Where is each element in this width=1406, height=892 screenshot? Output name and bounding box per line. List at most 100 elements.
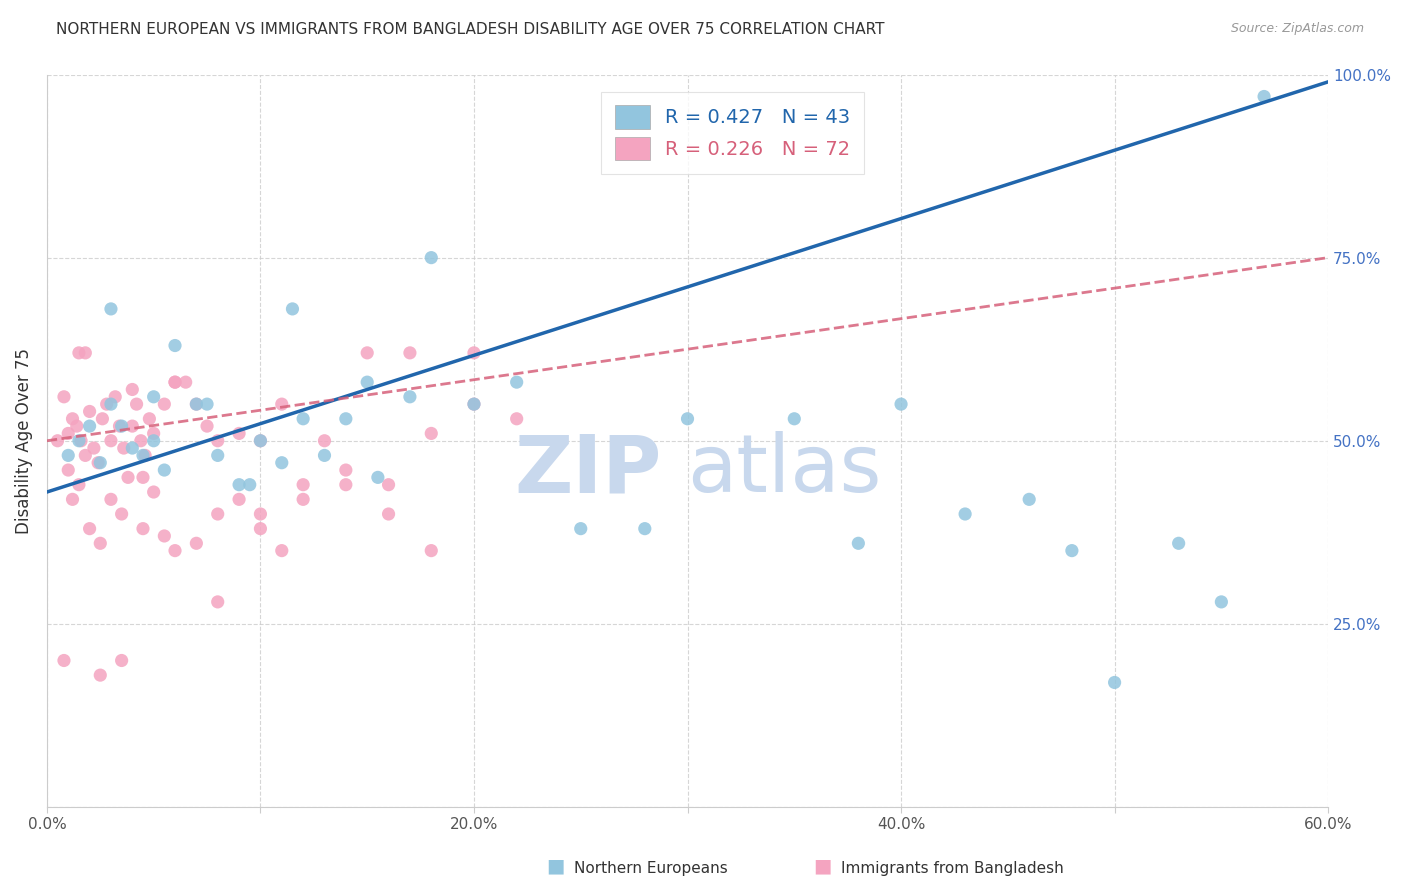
Text: atlas: atlas: [688, 431, 882, 509]
Point: [249, 507, 271, 521]
Point: [121, 419, 143, 434]
Point: [292, 492, 315, 507]
Legend: R = 0.427   N = 43, R = 0.226   N = 72: R = 0.427 N = 43, R = 0.226 N = 72: [600, 92, 863, 174]
Point: [335, 477, 357, 491]
Point: [52, 390, 75, 404]
Point: [163, 375, 186, 389]
Point: [174, 375, 197, 389]
Point: [420, 426, 443, 441]
Point: [132, 449, 155, 463]
Point: [292, 411, 315, 425]
Point: [163, 338, 186, 352]
Point: [62, 411, 84, 425]
Point: [75, 346, 97, 360]
Point: [62, 492, 84, 507]
Point: [1253, 89, 1275, 103]
Point: [91, 411, 114, 425]
Text: ■: ■: [546, 857, 565, 876]
Point: [249, 522, 271, 536]
Text: ■: ■: [813, 857, 832, 876]
Point: [314, 434, 336, 448]
Point: [129, 434, 152, 448]
Point: [58, 449, 80, 463]
Point: [142, 426, 165, 441]
Point: [890, 397, 912, 411]
Point: [228, 477, 250, 491]
Point: [138, 411, 160, 425]
Point: [270, 397, 292, 411]
Point: [111, 653, 134, 667]
Point: [270, 456, 292, 470]
Point: [314, 449, 336, 463]
Point: [377, 507, 399, 521]
Point: [195, 419, 218, 434]
Y-axis label: Disability Age Over 75: Disability Age Over 75: [15, 348, 32, 533]
Text: Northern Europeans: Northern Europeans: [574, 861, 727, 876]
Point: [79, 404, 101, 418]
Point: [100, 397, 122, 411]
Point: [66, 419, 89, 434]
Point: [142, 485, 165, 500]
Point: [125, 397, 148, 411]
Point: [1211, 595, 1233, 609]
Point: [121, 441, 143, 455]
Point: [89, 536, 111, 550]
Point: [89, 456, 111, 470]
Point: [505, 375, 527, 389]
Point: [67, 477, 90, 491]
Point: [67, 346, 90, 360]
Point: [207, 434, 229, 448]
Text: NORTHERN EUROPEAN VS IMMIGRANTS FROM BANGLADESH DISABILITY AGE OVER 75 CORRELATI: NORTHERN EUROPEAN VS IMMIGRANTS FROM BAN…: [56, 22, 884, 37]
Point: [104, 390, 127, 404]
Point: [112, 441, 135, 455]
Point: [1167, 536, 1189, 550]
Point: [83, 441, 105, 455]
Point: [953, 507, 976, 521]
Point: [207, 449, 229, 463]
Point: [58, 426, 80, 441]
Point: [153, 463, 176, 477]
Point: [1018, 492, 1040, 507]
Point: [153, 529, 176, 543]
Point: [463, 346, 485, 360]
Point: [186, 536, 208, 550]
Point: [463, 397, 485, 411]
Point: [108, 419, 131, 434]
Point: [117, 470, 139, 484]
Point: [356, 375, 378, 389]
Point: [505, 411, 527, 425]
Point: [58, 463, 80, 477]
Point: [111, 507, 134, 521]
Point: [79, 522, 101, 536]
Point: [163, 543, 186, 558]
Point: [132, 522, 155, 536]
Point: [270, 543, 292, 558]
Point: [569, 522, 592, 536]
Point: [132, 470, 155, 484]
Point: [89, 668, 111, 682]
Point: [142, 390, 165, 404]
Point: [783, 411, 806, 425]
Point: [207, 595, 229, 609]
Point: [186, 397, 208, 411]
Point: [367, 470, 389, 484]
Point: [335, 411, 357, 425]
Point: [111, 419, 134, 434]
Point: [420, 251, 443, 265]
Point: [100, 301, 122, 316]
Point: [52, 653, 75, 667]
Point: [846, 536, 869, 550]
Point: [249, 434, 271, 448]
Point: [100, 492, 122, 507]
Point: [1104, 675, 1126, 690]
Point: [75, 449, 97, 463]
Point: [356, 346, 378, 360]
Point: [463, 397, 485, 411]
Point: [228, 426, 250, 441]
Point: [46, 434, 69, 448]
Point: [87, 456, 110, 470]
Point: [163, 375, 186, 389]
Point: [292, 477, 315, 491]
Text: Source: ZipAtlas.com: Source: ZipAtlas.com: [1230, 22, 1364, 36]
Point: [207, 507, 229, 521]
